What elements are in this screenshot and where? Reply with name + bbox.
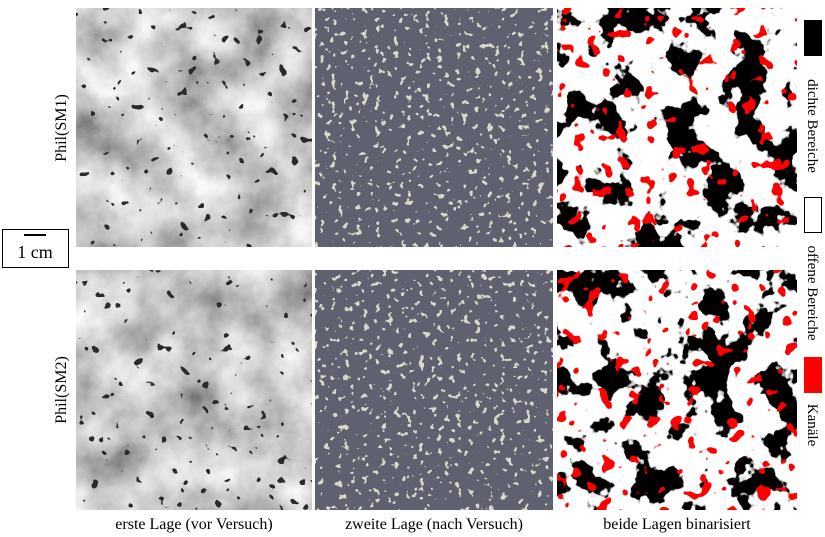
image-panel — [76, 8, 312, 247]
image-panel — [315, 8, 553, 247]
legend-swatch — [804, 197, 822, 233]
legend-swatch — [804, 357, 822, 393]
legend-swatch — [804, 20, 822, 56]
image-panel — [315, 270, 553, 510]
row-label: Phil(SM2) — [53, 356, 70, 424]
image-panel — [557, 270, 797, 510]
image-panel — [76, 270, 312, 510]
column-label: zweite Lage (nach Versuch) — [345, 516, 523, 533]
column-label: beide Lagen binarisiert — [603, 516, 751, 533]
legend-label: Kanäle — [804, 404, 820, 447]
legend-label: offene Bereiche — [804, 245, 820, 340]
scale-bar-label: 1 cm — [17, 242, 53, 262]
column-label: erste Lage (vor Versuch) — [115, 516, 272, 533]
legend-label: dichte Bereiche — [804, 79, 820, 173]
image-panel — [557, 8, 797, 247]
row-label: Phil(SM1) — [53, 94, 70, 162]
